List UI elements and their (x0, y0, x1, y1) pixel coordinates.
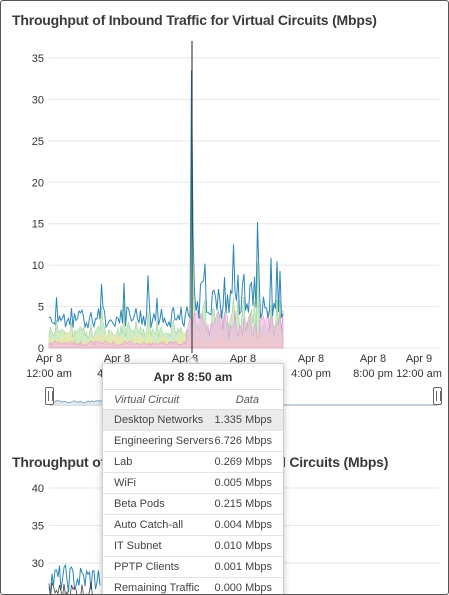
range-end-handle[interactable] (433, 387, 442, 405)
tooltip-row-name: PPTP Clients (114, 561, 180, 573)
tooltip-row-name: Engineering Servers (114, 435, 214, 447)
y-tick-label: 35 (32, 521, 44, 533)
tooltip-row: Engineering Servers 6.726 Mbps (103, 431, 283, 452)
tooltip-header: Virtual Circuit Data (103, 390, 283, 410)
y-tick-label: 30 (32, 558, 44, 570)
tooltip-row-value: 0.215 Mbps (214, 498, 272, 510)
tooltip-title: Apr 8 8:50 am (103, 364, 283, 390)
y-tick-label: 10 (32, 260, 44, 272)
range-start-handle[interactable] (45, 387, 54, 405)
tooltip-row: Beta Pods 0.215 Mbps (103, 494, 283, 515)
x-tick-label: 8:00 pm (353, 368, 393, 380)
inbound-chart-title: Throughput of Inbound Traffic for Virtua… (12, 12, 377, 28)
data-tooltip: Apr 8 8:50 am Virtual Circuit Data Deskt… (102, 363, 284, 594)
tooltip-row: Auto Catch-all 0.004 Mbps (103, 515, 283, 536)
tooltip-row-name: Desktop Networks (114, 414, 204, 426)
tooltip-row-value: 0.005 Mbps (214, 477, 272, 489)
tooltip-row-name: Remaining Traffic (114, 582, 200, 594)
x-tick-label: 12:00 am (396, 368, 442, 380)
tooltip-row-name: Lab (114, 456, 133, 468)
y-tick-label: 25 (32, 136, 44, 148)
y-tick-label: 40 (32, 483, 44, 495)
tooltip-row: Remaining Traffic 0.000 Mbps (103, 578, 283, 594)
tooltip-row-value: 0.001 Mbps (214, 561, 272, 573)
x-tick-label: 12:00 am (26, 368, 72, 380)
y-tick-label: 5 (38, 302, 44, 314)
tooltip-row-name: WiFi (114, 477, 136, 489)
line-series (48, 563, 101, 593)
tooltip-col-circuit: Virtual Circuit (114, 394, 180, 406)
y-tick-label: 0 (38, 343, 44, 355)
x-tick-label: Apr 8 (104, 353, 130, 365)
tooltip-row: Desktop Networks 1.335 Mbps (103, 410, 283, 431)
x-tick-label: Apr 8 (230, 353, 256, 365)
y-tick-label: 15 (32, 219, 44, 231)
tooltip-row-value: 0.000 Mbps (214, 582, 272, 594)
tooltip-row-value: 0.269 Mbps (214, 456, 272, 468)
y-tick-label: 30 (32, 94, 44, 106)
x-tick-label: Apr 8 (360, 353, 386, 365)
x-tick-label: 4:00 pm (291, 368, 331, 380)
tooltip-row: WiFi 0.005 Mbps (103, 473, 283, 494)
x-tick-label: Apr 9 (406, 353, 432, 365)
tooltip-row-value: 0.010 Mbps (214, 540, 272, 552)
tooltip-row: PPTP Clients 0.001 Mbps (103, 557, 283, 578)
tooltip-row: Lab 0.269 Mbps (103, 452, 283, 473)
tooltip-caret-inner (185, 358, 199, 365)
x-tick-label: Apr 8 (36, 353, 62, 365)
line-series (48, 581, 93, 594)
tooltip-row-name: IT Subnet (114, 540, 162, 552)
tooltip-row: IT Subnet 0.010 Mbps (103, 536, 283, 557)
y-tick-label: 35 (32, 53, 44, 65)
x-tick-label: Apr 8 (298, 353, 324, 365)
tooltip-row-name: Beta Pods (114, 498, 165, 510)
tooltip-row-name: Auto Catch-all (114, 519, 184, 531)
tooltip-row-value: 6.726 Mbps (214, 435, 272, 447)
line-series (48, 70, 284, 329)
tooltip-col-data: Data (235, 394, 259, 406)
tooltip-row-value: 1.335 Mbps (214, 414, 272, 426)
y-tick-label: 20 (32, 177, 44, 189)
area-series (48, 309, 284, 349)
tooltip-row-value: 0.004 Mbps (214, 519, 272, 531)
